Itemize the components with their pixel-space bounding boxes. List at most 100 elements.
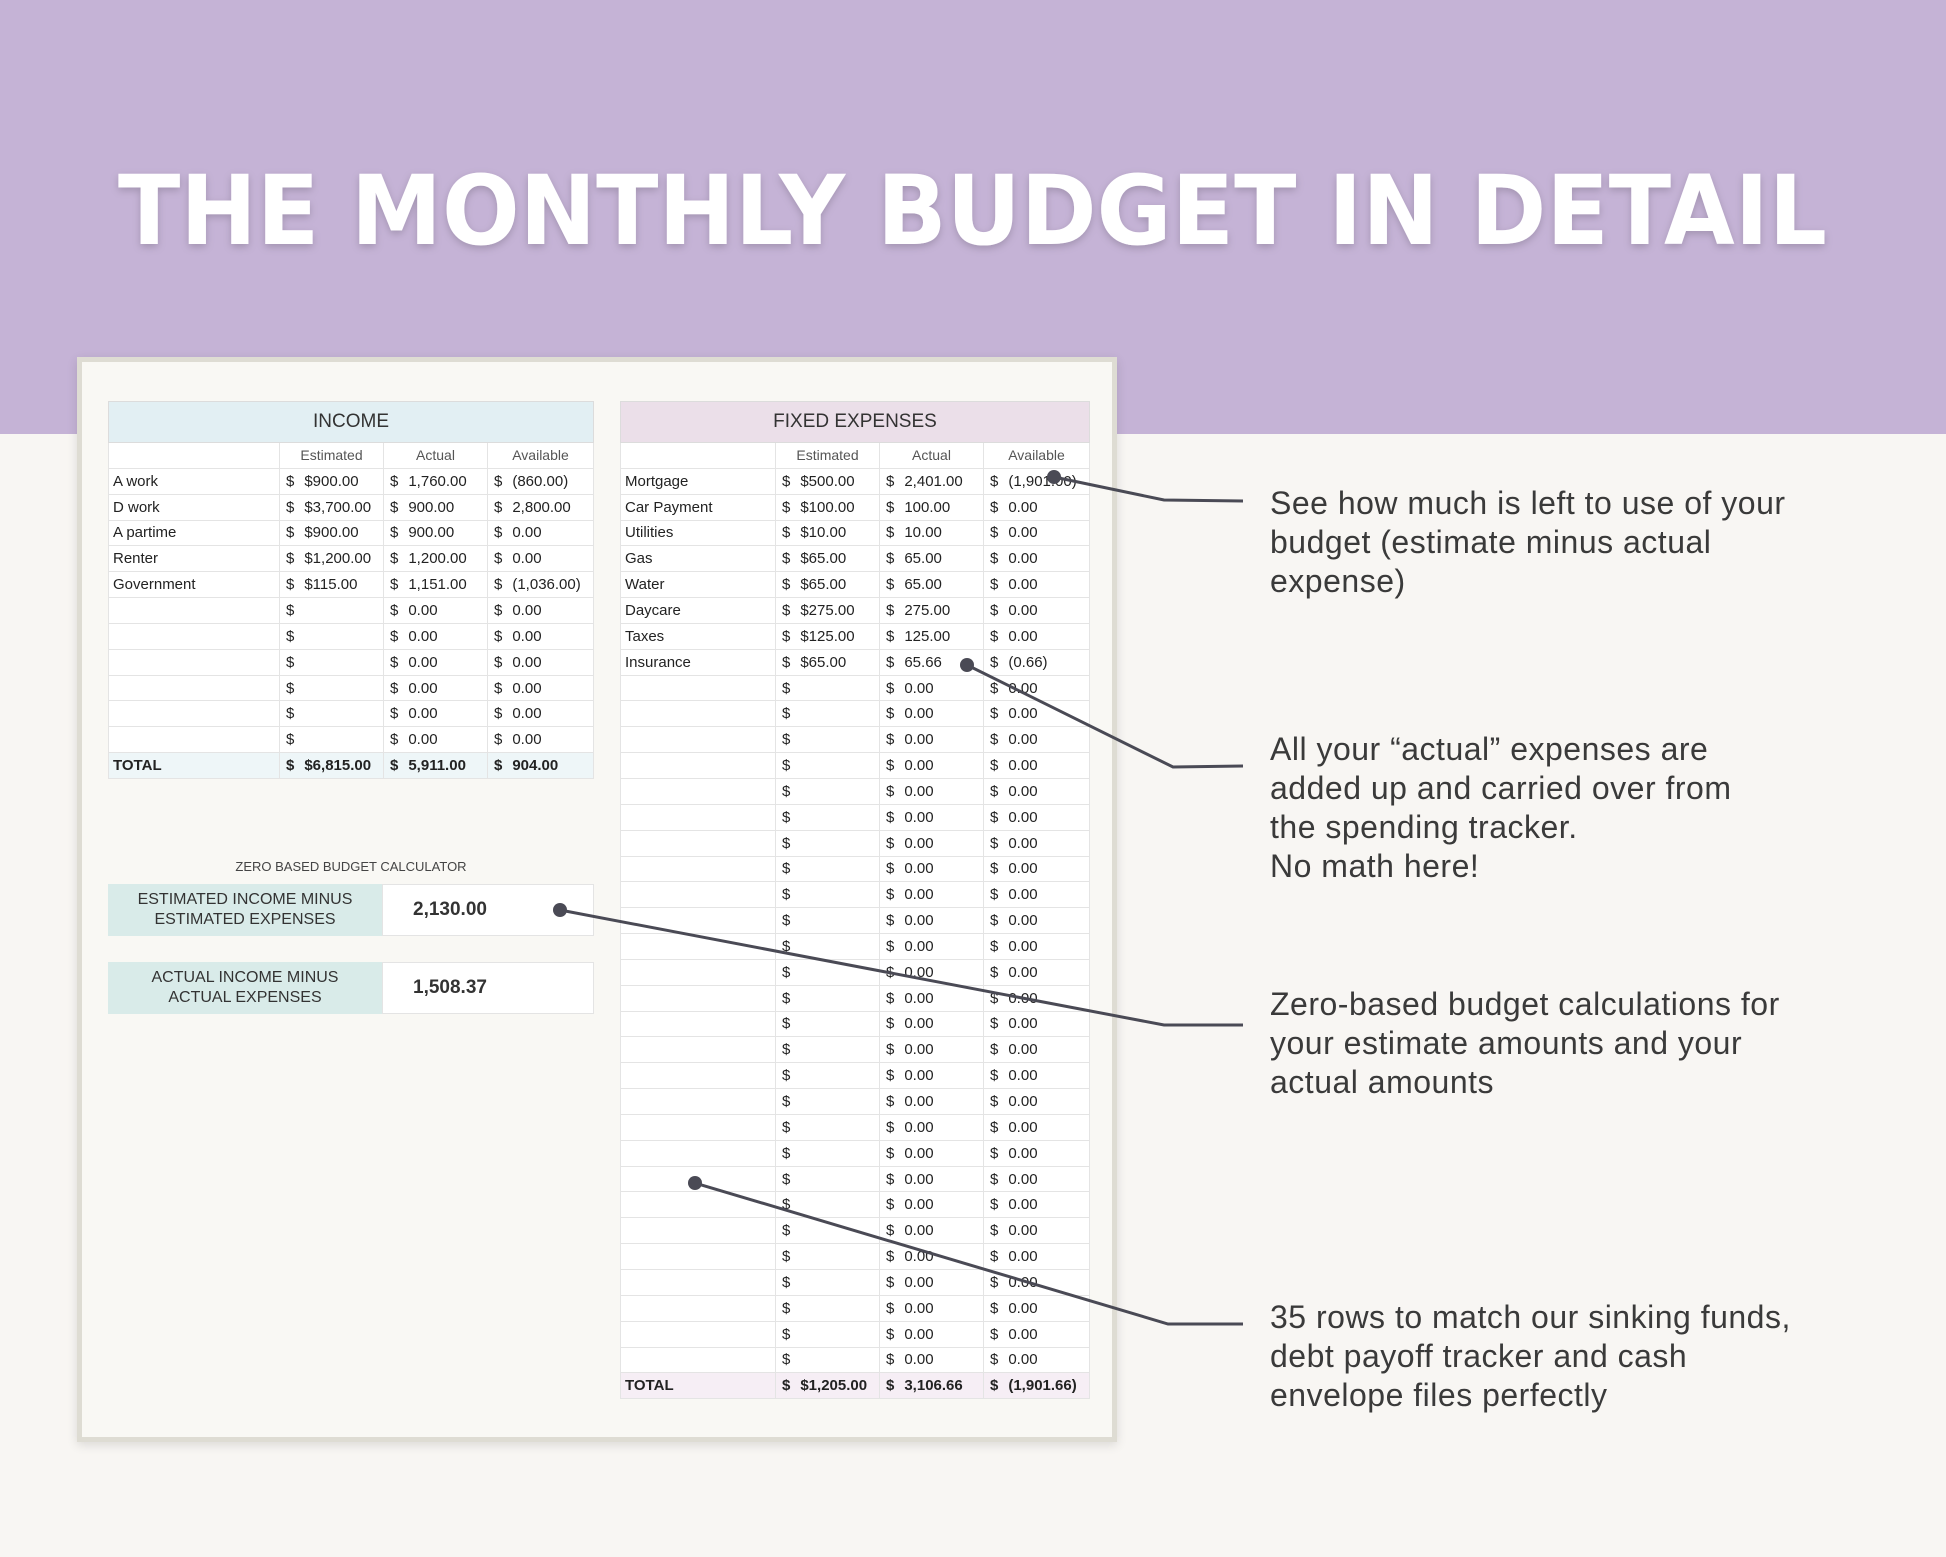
amount-cell: $0.00 (488, 598, 594, 624)
amount-cell: $2,401.00 (880, 468, 984, 495)
column-header: Available (488, 443, 594, 469)
amount-cell: $0.00 (880, 1089, 984, 1115)
row-label (108, 598, 280, 624)
currency-symbol: $ (886, 1299, 895, 1317)
amount: 0.00 (512, 705, 542, 723)
currency-symbol: $ (886, 808, 895, 826)
currency-symbol: $ (782, 1222, 791, 1240)
amount: $500.00 (800, 472, 855, 490)
amount: $275.00 (800, 601, 855, 619)
currency-symbol: $ (886, 757, 895, 775)
amount-cell: $0.00 (984, 1114, 1090, 1141)
table-row: Taxes $ $125.00 $125.00 $0.00 (620, 623, 1090, 650)
amount-cell: $ (776, 959, 880, 986)
column-header: Available (984, 443, 1090, 469)
amount: 0.00 (512, 653, 542, 671)
calculator-value: 1,508.37 (382, 962, 594, 1014)
row-label (620, 1270, 776, 1296)
amount-cell: $0.00 (880, 1063, 984, 1090)
currency-symbol: $ (886, 550, 895, 568)
amount-cell: $0.00 (384, 727, 488, 754)
currency-symbol: $ (886, 1015, 895, 1033)
amount-cell: $ $65.00 (776, 572, 880, 599)
currency-symbol: $ (990, 1196, 999, 1214)
currency-symbol: $ (886, 834, 895, 852)
currency-symbol: $ (990, 757, 999, 775)
amount: 0.00 (904, 1273, 934, 1291)
amount-cell: $0.00 (880, 1295, 984, 1322)
currency-symbol: $ (286, 601, 295, 619)
currency-symbol: $ (990, 808, 999, 826)
currency-symbol: $ (886, 1118, 895, 1136)
currency-symbol: $ (782, 679, 791, 697)
table-row: $ $0.00 $0.00 (620, 985, 1090, 1012)
amount-cell: $0.00 (984, 701, 1090, 728)
currency-symbol: $ (990, 1015, 999, 1033)
currency-symbol: $ (990, 1325, 999, 1343)
table-row: Renter $ $1,200.00 $1,200.00 $0.00 (108, 546, 594, 573)
amount-cell: $0.00 (488, 675, 594, 702)
currency-symbol: $ (286, 472, 295, 490)
currency-symbol: $ (886, 1351, 895, 1369)
currency-symbol: $ (990, 627, 999, 645)
amount: 0.00 (904, 963, 934, 981)
amount-cell: $0.00 (984, 1037, 1090, 1064)
amount-cell: $65.00 (880, 572, 984, 599)
amount: 0.00 (904, 886, 934, 904)
table-row: $ $0.00 $0.00 (108, 598, 594, 624)
amount: 0.00 (1008, 550, 1038, 568)
amount-cell: $0.00 (880, 701, 984, 728)
row-label: Insurance (620, 649, 776, 676)
amount-cell: $ (776, 1166, 880, 1193)
amount-cell: $0.00 (984, 1347, 1090, 1374)
currency-symbol: $ (494, 705, 503, 723)
table-row: Insurance $ $65.00 $65.66 $ (0.66) (620, 649, 1090, 676)
currency-symbol: $ (886, 705, 895, 723)
amount: 125.00 (904, 627, 951, 645)
currency-symbol: $ (990, 1093, 999, 1111)
amount: 1,151.00 (408, 576, 467, 594)
annotation-line: 35 rows to match our sinking funds, (1270, 1299, 1791, 1335)
amount: 0.00 (1008, 1067, 1038, 1085)
currency-symbol: $ (886, 731, 895, 749)
amount-cell: $ (860.00) (488, 468, 594, 495)
amount-cell: $0.00 (880, 882, 984, 909)
annotation-line: your estimate amounts and your (1270, 1025, 1743, 1061)
amount-cell: $0.00 (880, 856, 984, 883)
amount: 0.00 (1008, 963, 1038, 981)
table-row: $ $0.00 $0.00 (620, 1347, 1090, 1374)
amount-cell: $0.00 (984, 727, 1090, 754)
currency-symbol: $ (782, 1377, 791, 1395)
calculator-value: 2,130.00 (382, 884, 594, 936)
currency-symbol: $ (782, 963, 791, 981)
currency-symbol: $ (886, 627, 895, 645)
amount-cell: $ $10.00 (776, 520, 880, 547)
currency-symbol: $ (782, 860, 791, 878)
amount-cell: $900.00 (384, 494, 488, 521)
amount-cell: $ $100.00 (776, 494, 880, 521)
currency-symbol: $ (782, 757, 791, 775)
row-label (620, 856, 776, 883)
amount-cell: $0.00 (880, 1140, 984, 1167)
amount-cell: $ (776, 1218, 880, 1245)
currency-symbol: $ (782, 524, 791, 542)
amount-cell: $0.00 (984, 675, 1090, 702)
amount-cell: $ (1,901.00) (984, 468, 1090, 495)
amount-cell: $0.00 (880, 1166, 984, 1193)
table-row: TOTAL $ $6,815.00 $5,911.00 $904.00 (108, 753, 594, 779)
amount-cell: $ (776, 778, 880, 805)
currency-symbol: $ (886, 1325, 895, 1343)
table-row: Mortgage $ $500.00 $2,401.00 $ (1,901.00) (620, 468, 1090, 495)
amount-cell: $ $3,700.00 (280, 494, 384, 521)
currency-symbol: $ (286, 679, 295, 697)
currency-symbol: $ (886, 860, 895, 878)
amount-cell: $ $900.00 (280, 520, 384, 547)
amount-cell: $ (1,036.00) (488, 572, 594, 599)
row-label (620, 701, 776, 728)
amount-cell: $10.00 (880, 520, 984, 547)
amount: 0.00 (1008, 1299, 1038, 1317)
amount: (1,901.66) (1008, 1377, 1077, 1395)
table-row: $ $0.00 $0.00 (620, 1063, 1090, 1090)
currency-symbol: $ (494, 679, 503, 697)
currency-symbol: $ (782, 1196, 791, 1214)
